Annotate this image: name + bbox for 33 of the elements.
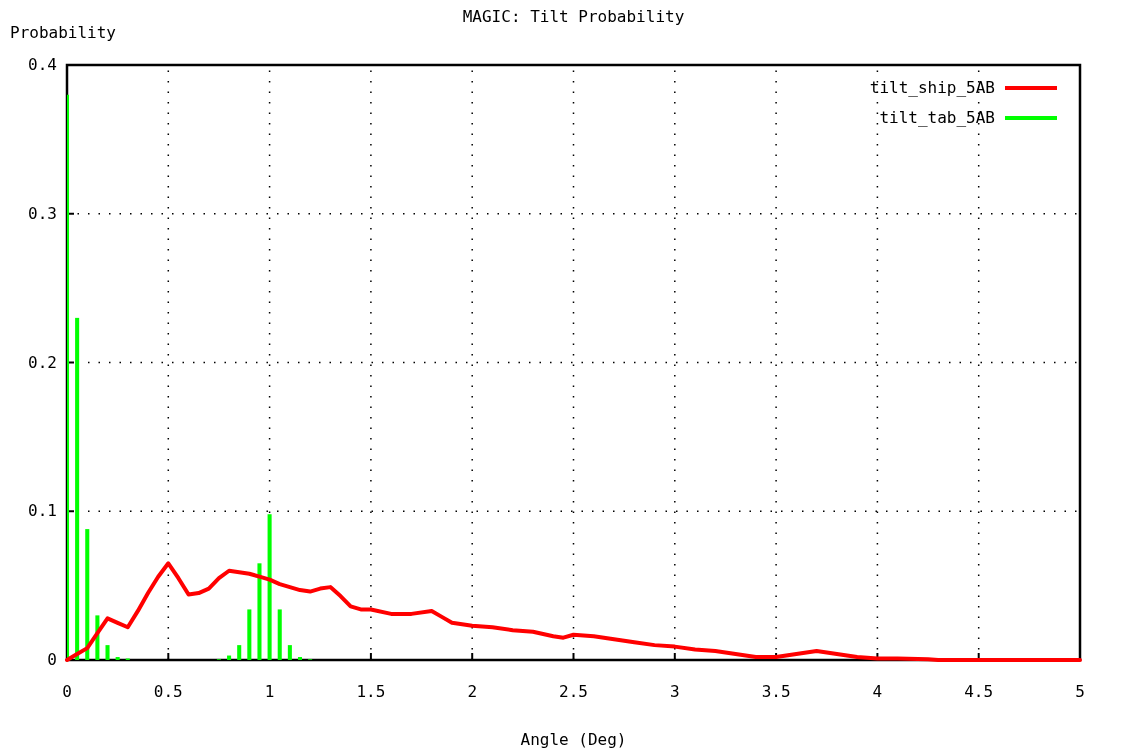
x-tick-label: 1 [264,682,275,701]
x-tick-label: 2 [467,682,478,701]
x-tick-label: 1.5 [356,682,386,701]
bar [247,609,252,660]
x-tick-label: 5 [1075,682,1085,701]
bar [67,94,70,660]
bar [75,317,80,660]
y-tick-label: 0 [47,650,57,669]
bar [237,645,242,660]
bar [115,657,120,660]
bar [85,529,90,660]
bar [277,609,282,660]
x-tick-label: 4.5 [964,682,994,701]
x-tick-label: 4 [872,682,883,701]
legend-label: tilt_tab_5AB [879,108,995,127]
legend-label: tilt_ship_5AB [869,78,995,97]
y-tick-label: 0.2 [28,352,57,372]
x-tick-label: 3.5 [761,682,791,701]
y-tick-label: 0.4 [28,55,57,74]
bar [297,657,303,660]
y-tick-label: 0.1 [28,501,57,521]
x-tick-label: 2.5 [559,682,588,701]
x-tick-label: 3 [669,682,680,701]
line-series [65,561,1082,662]
bar [257,563,262,660]
bar [105,645,110,660]
bar [287,645,292,660]
y-axis-title: Probability [10,23,117,42]
x-axis-title: Angle (Deg) [520,730,627,749]
x-tick-label: 0 [62,682,72,701]
x-tick-label: 0.5 [153,682,183,701]
y-tick-label: 0.3 [28,203,57,223]
chart-title: MAGIC: Tilt Probability [462,7,685,26]
